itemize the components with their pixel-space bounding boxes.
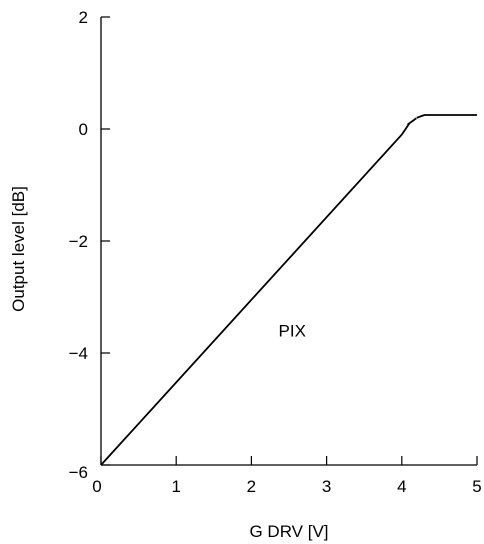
annotations: PIX	[279, 322, 306, 341]
x-tick-label: 4	[397, 477, 406, 496]
y-axis-label: Output level [dB]	[9, 186, 28, 312]
y-tick-label: −4	[69, 344, 88, 363]
y-tick-label: −2	[69, 232, 88, 251]
x-tick-label: 5	[472, 477, 481, 496]
x-tick-label: 0	[92, 477, 101, 496]
annotation-label: PIX	[279, 322, 306, 341]
plot-area: 0 1 2 3 4 5 2 0 −2 −4 −6 PIX	[69, 8, 482, 496]
x-tick-label: 2	[247, 477, 256, 496]
y-tick-label: 0	[79, 120, 88, 139]
y-axis-ticks: 2 0 −2 −4 −6	[69, 8, 110, 482]
x-axis-label: G DRV [V]	[249, 522, 328, 541]
y-tick-label: −6	[69, 463, 88, 482]
x-axis-ticks: 0 1 2 3 4 5	[92, 456, 482, 496]
y-tick-label: 2	[79, 8, 88, 27]
x-tick-label: 3	[322, 477, 331, 496]
x-tick-label: 1	[171, 477, 180, 496]
series-line	[100, 114, 477, 466]
